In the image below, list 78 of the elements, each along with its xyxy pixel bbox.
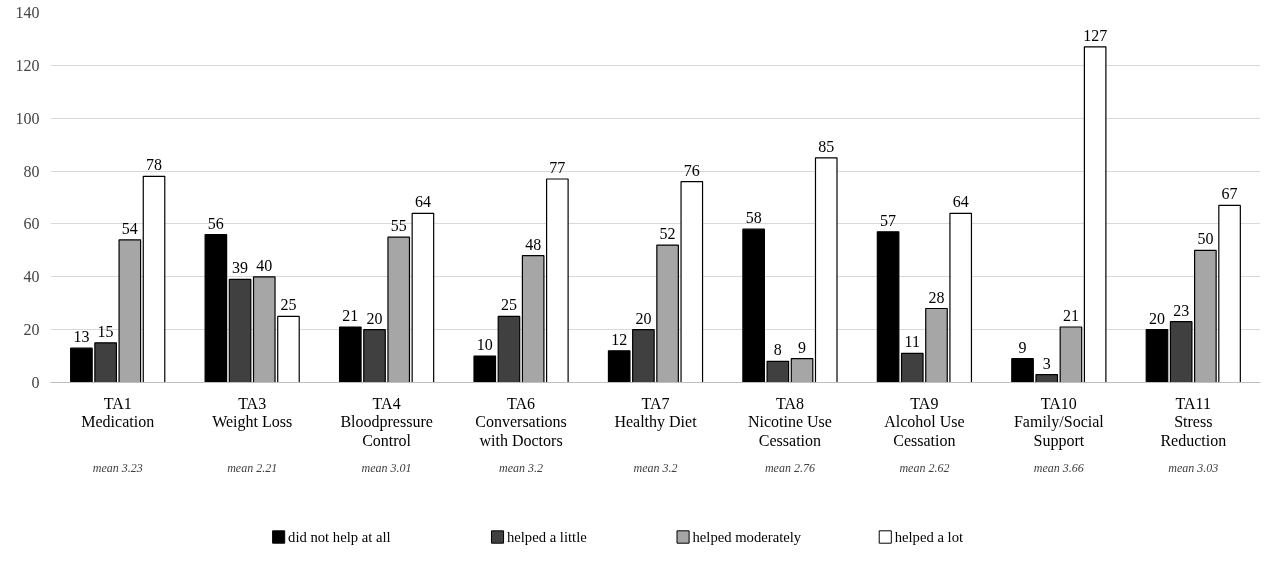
legend-label: did not help at all — [288, 529, 391, 545]
data-label: 64 — [414, 193, 431, 211]
bar — [411, 212, 435, 383]
bar — [497, 315, 521, 383]
text: mean 3.23 — [92, 460, 143, 475]
data-label: 52 — [659, 225, 676, 243]
text: mean 2.21 — [227, 460, 278, 475]
data-label: 64 — [952, 193, 969, 211]
data-label: 50 — [1197, 230, 1214, 248]
x-tick-label: TA3 Weight Loss — [212, 394, 293, 432]
text: mean 2.76 — [764, 460, 815, 475]
x-tick-label: TA4 Bloodpressure Control — [340, 394, 433, 449]
bar — [1145, 329, 1169, 383]
data-label: 11 — [904, 333, 920, 351]
y-tick-label: 120 — [15, 56, 40, 74]
text: mean 2.62 — [899, 460, 950, 475]
data-label: 48 — [525, 235, 542, 253]
data-label: 10 — [476, 336, 493, 354]
legend-label: helped a little — [506, 529, 587, 545]
bar — [876, 231, 900, 383]
data-label: 13 — [73, 328, 90, 346]
x-tick-label: TA8 Nicotine Use Cessation — [747, 394, 832, 449]
y-tick-label: 40 — [23, 268, 40, 286]
y-tick-label: 80 — [23, 162, 40, 180]
data-label: 76 — [683, 161, 700, 179]
text: mean 3.66 — [1033, 460, 1084, 475]
bar — [473, 355, 497, 383]
data-label: 15 — [97, 322, 114, 340]
x-tick-label: TA9 Alcohol Use Cessation — [884, 394, 965, 449]
x-tick-label: TA11 Stress Reduction — [1160, 394, 1227, 449]
data-label: 9 — [798, 338, 807, 356]
data-label: 20 — [366, 309, 383, 327]
data-label: 39 — [232, 259, 249, 277]
x-tick-label: TA10 Family/Social Support — [1013, 394, 1105, 450]
data-label: 3 — [1042, 354, 1051, 372]
data-label: 8 — [773, 341, 782, 359]
legend-label: helped moderately — [692, 529, 802, 545]
bar — [814, 157, 838, 383]
bar — [228, 278, 252, 383]
data-label: 78 — [146, 156, 163, 174]
bar — [204, 233, 228, 383]
y-tick-label: 100 — [15, 109, 40, 127]
x-tick-label: TA7 Healthy Diet — [614, 394, 698, 432]
y-tick-label: 60 — [23, 215, 40, 233]
text: mean 3.03 — [1168, 460, 1219, 475]
data-label: 67 — [1221, 185, 1238, 203]
text: mean 3.2 — [633, 460, 678, 475]
y-tick-label: 140 — [15, 4, 40, 21]
data-label: 55 — [390, 217, 407, 235]
x-tick-label: TA1 Medication — [81, 394, 155, 431]
data-label: 40 — [256, 256, 273, 274]
bar — [790, 358, 814, 383]
legend-label: helped a lot — [894, 529, 964, 545]
bar — [142, 175, 166, 383]
text: mean 3.01 — [361, 460, 412, 475]
data-label: 21 — [342, 307, 359, 324]
y-tick-label: 20 — [23, 321, 40, 339]
data-label: 25 — [500, 296, 517, 314]
data-label: 58 — [745, 209, 762, 227]
x-tick-label: TA6 Conversations with Doctors — [475, 394, 567, 449]
data-label: 9 — [1018, 338, 1027, 356]
data-label: 23 — [1173, 301, 1190, 319]
data-label: 77 — [549, 159, 566, 176]
data-label: 25 — [280, 296, 297, 314]
bar — [1083, 46, 1107, 383]
data-label: 57 — [880, 211, 897, 229]
data-label: 56 — [207, 214, 224, 232]
data-label: 21 — [1062, 307, 1079, 324]
y-tick-label: 0 — [31, 374, 40, 391]
data-label: 127 — [1083, 26, 1108, 44]
data-label: 28 — [928, 288, 945, 306]
data-label: 85 — [818, 137, 835, 155]
data-label: 12 — [611, 330, 628, 348]
data-label: 20 — [635, 309, 652, 327]
data-label: 54 — [121, 219, 138, 237]
bar — [1059, 326, 1083, 383]
text: mean 3.2 — [499, 460, 544, 475]
data-label: 20 — [1148, 309, 1165, 327]
